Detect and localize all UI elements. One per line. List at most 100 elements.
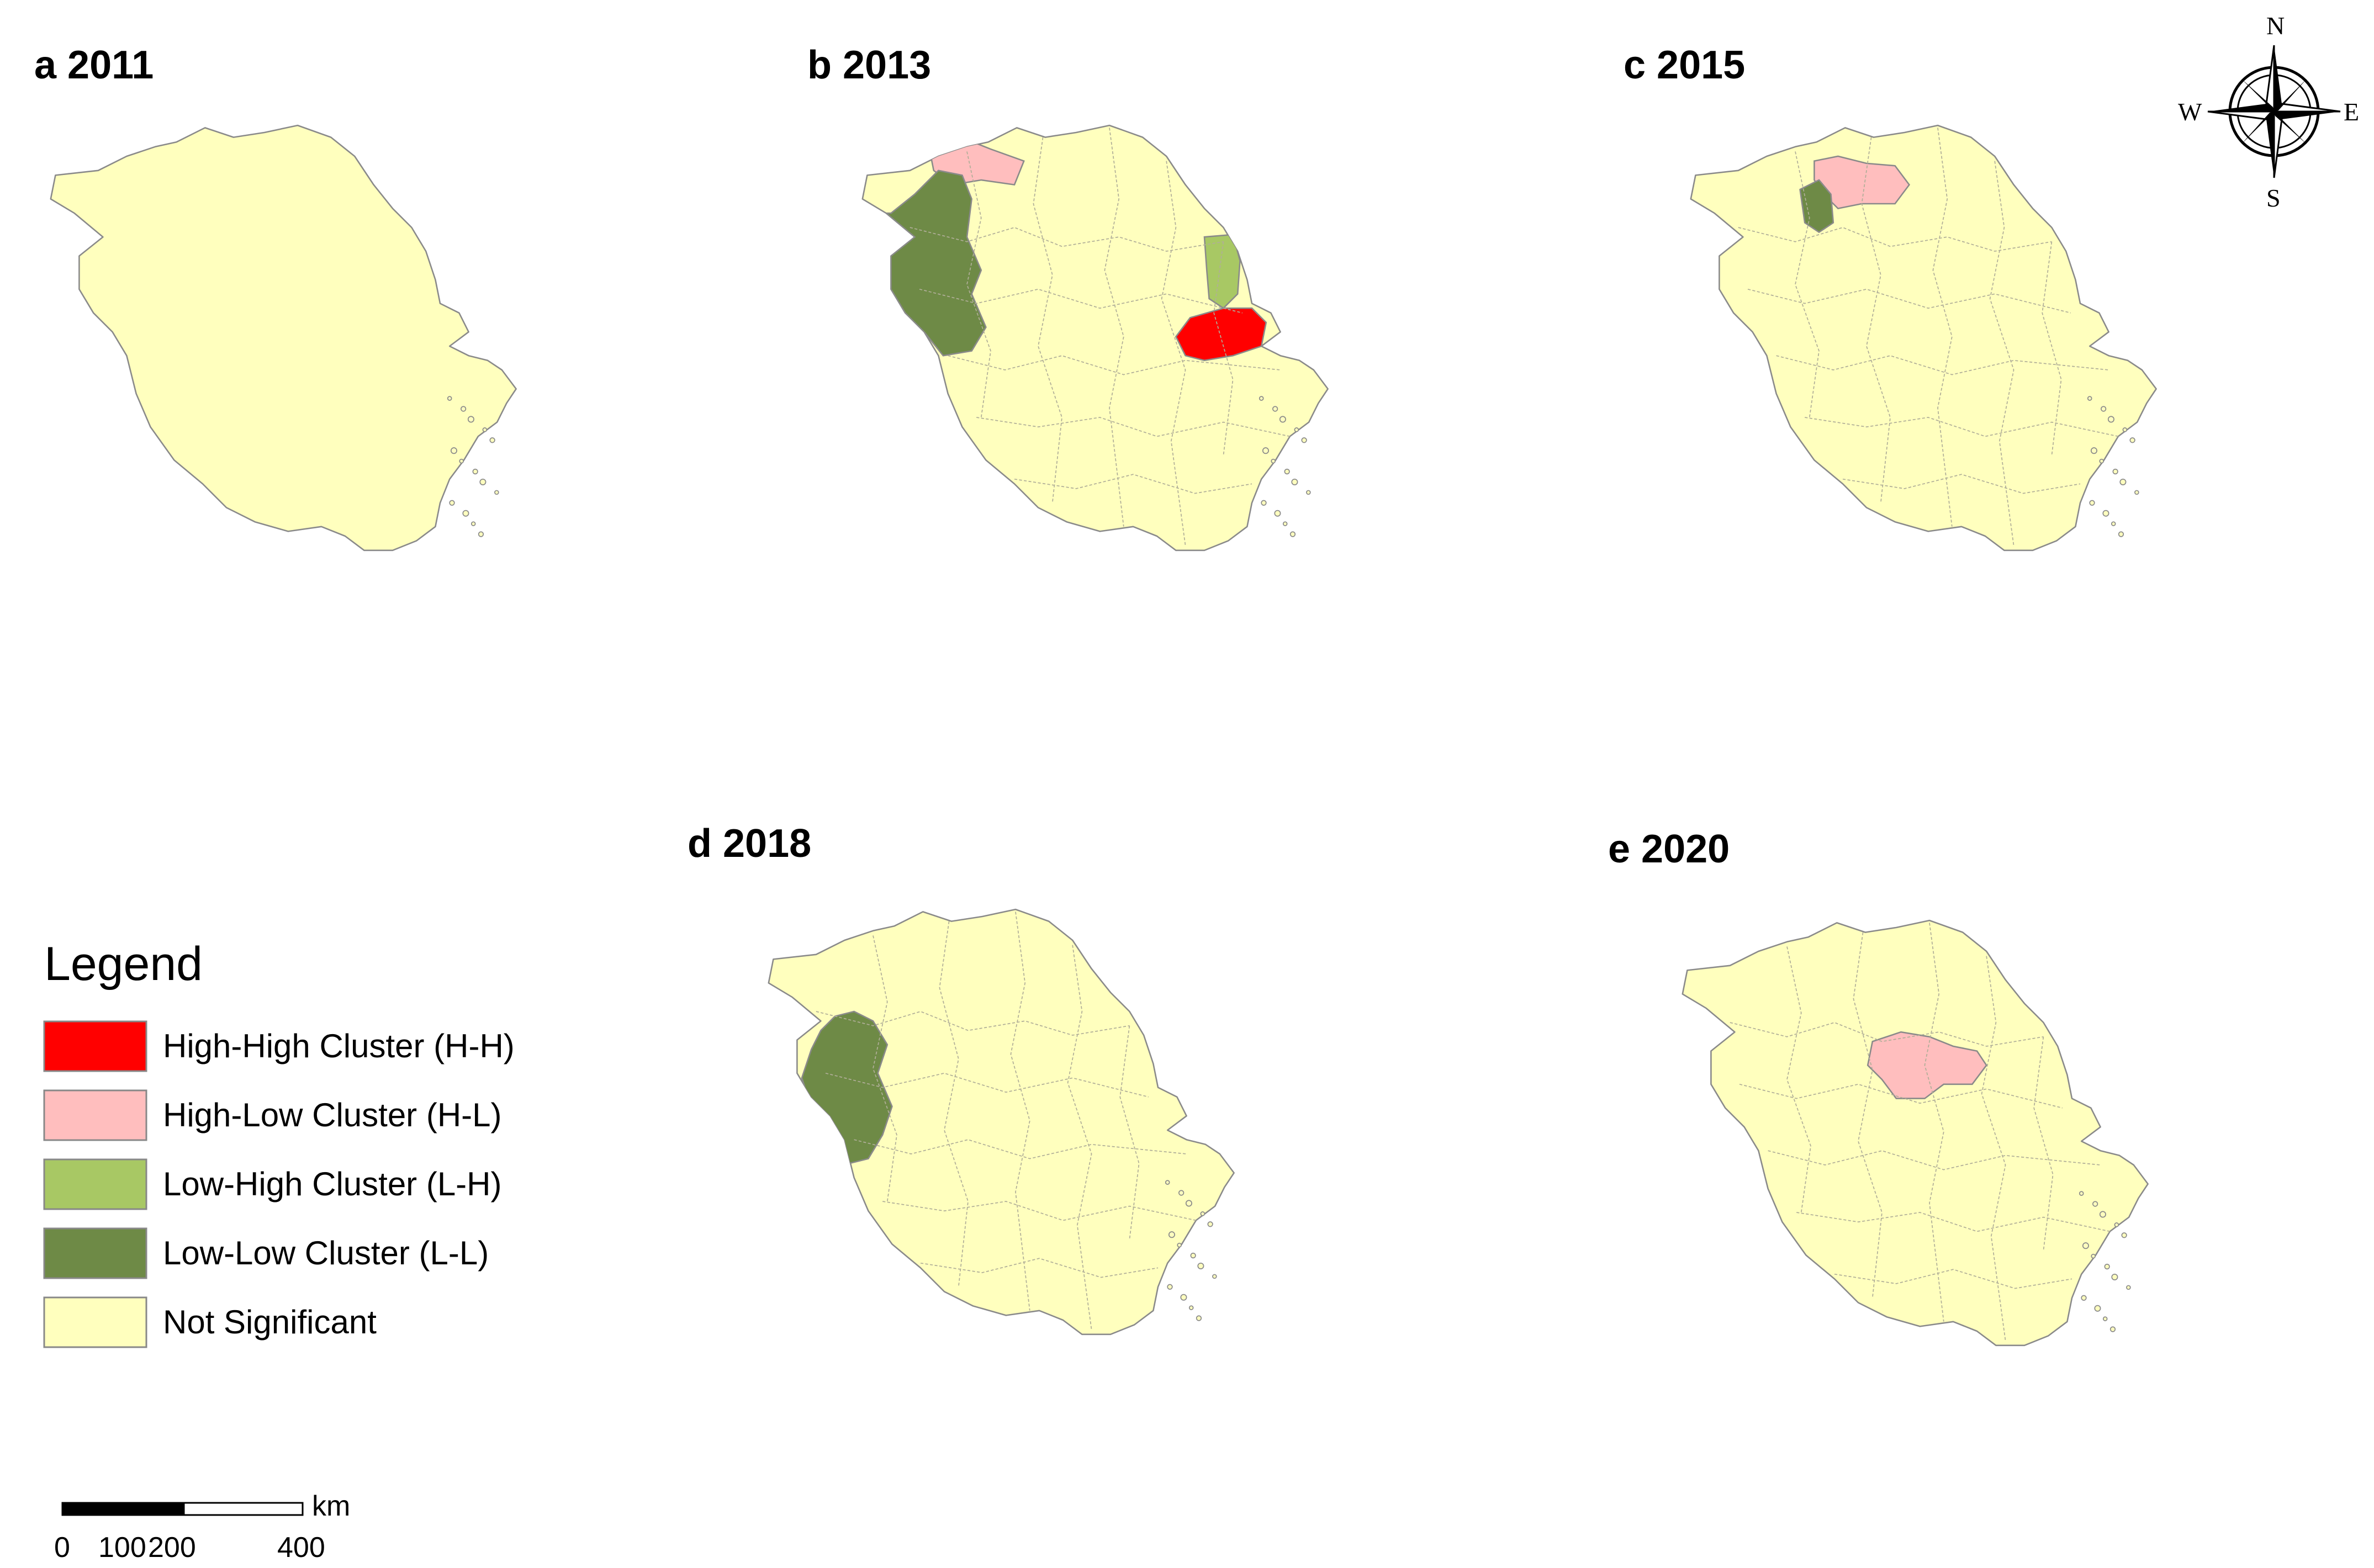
- island-marker: [2091, 1253, 2096, 1259]
- city-boundary-line: [1738, 227, 2052, 252]
- island-marker: [1289, 531, 1296, 537]
- legend-swatch-low-high: [43, 1158, 147, 1210]
- legend-label-low-low: Low-Low Cluster (L-L): [163, 1235, 489, 1272]
- legend-swatch-high-high: [43, 1020, 147, 1072]
- map-panel-c: [1690, 124, 2157, 552]
- island-marker: [494, 490, 499, 495]
- city-boundary-line: [816, 1011, 1130, 1036]
- island-marker: [1274, 510, 1281, 517]
- city-boundary-line: [920, 1258, 1159, 1278]
- island-marker: [2090, 447, 2097, 454]
- scale-tick-400: 400: [277, 1532, 325, 1564]
- island-marker: [1262, 447, 1269, 454]
- island-marker: [467, 416, 474, 423]
- city-boundary-line: [948, 355, 1281, 375]
- study-area-c: [1690, 124, 2157, 552]
- legend-swatch-not-significant: [43, 1296, 147, 1348]
- island-marker: [1279, 416, 1286, 423]
- city-boundary-line: [910, 227, 1224, 252]
- compass-ne-arm: [2274, 78, 2307, 112]
- city-boundary-line: [1924, 923, 1944, 1322]
- island-marker: [1282, 521, 1288, 526]
- cluster-region-low-low-c: [1799, 179, 1834, 234]
- scale-bar-unit: km: [312, 1490, 350, 1522]
- island-marker: [478, 531, 484, 537]
- island-marker: [1272, 406, 1278, 412]
- city-boundary-line: [1861, 137, 1891, 503]
- panel-title-e: e 2020: [1608, 827, 1730, 871]
- island-marker: [2100, 406, 2107, 412]
- legend-label-not-significant: Not Significant: [163, 1304, 377, 1341]
- island-marker: [2107, 416, 2114, 423]
- island-marker: [2081, 1295, 2087, 1301]
- island-marker: [1167, 1284, 1173, 1290]
- study-area-a: [50, 124, 517, 552]
- city-boundary-line: [1932, 128, 1953, 527]
- city-boundary-line: [1795, 151, 1820, 418]
- legend: Legend High-High Cluster (H-H) High-Low …: [43, 937, 515, 1348]
- city-boundary-line: [1768, 1150, 2101, 1170]
- legend-swatch-low-low: [43, 1227, 147, 1279]
- city-boundary-line: [1033, 137, 1062, 503]
- scale-tick-0: 0: [54, 1532, 70, 1564]
- island-marker: [2118, 531, 2124, 537]
- city-boundaries-d: [816, 912, 1196, 1330]
- legend-label-high-high: High-High Cluster (H-H): [163, 1027, 515, 1064]
- cluster-region-high-high-b: [1175, 307, 1267, 362]
- island-marker: [2082, 1242, 2089, 1249]
- city-boundary-line: [1989, 161, 2015, 546]
- study-area-e: [1682, 919, 2149, 1347]
- city-boundary-line: [1730, 1022, 2044, 1047]
- island-marker: [2089, 500, 2095, 506]
- city-boundary-line: [1853, 932, 1883, 1298]
- panel-title-c: c 2015: [1624, 43, 1745, 87]
- scale-bar: km 0 100 200 400: [54, 1490, 350, 1564]
- island-marker: [479, 478, 487, 485]
- city-boundary-line: [1747, 288, 2071, 314]
- island-marker: [2111, 1273, 2118, 1280]
- city-boundary-line: [1161, 161, 1186, 546]
- island-marker: [1165, 1180, 1170, 1185]
- legend-label-high-low: High-Low Cluster (H-L): [163, 1096, 501, 1133]
- map-panel-a: [50, 124, 517, 552]
- island-marker: [1188, 1305, 1194, 1310]
- island-marker: [1212, 1274, 1217, 1279]
- cluster-region-high-low-e: [1867, 1031, 1987, 1099]
- scale-tick-100: 100: [98, 1532, 146, 1564]
- island-marker: [2087, 396, 2092, 401]
- compass-label-w: W: [2178, 98, 2202, 126]
- island-marker: [2094, 1305, 2101, 1312]
- city-boundary-line: [2033, 1036, 2054, 1251]
- island-marker: [462, 510, 469, 517]
- island-marker: [1259, 396, 1264, 401]
- city-boundaries-e: [1730, 923, 2110, 1341]
- island-marker: [2102, 510, 2109, 517]
- scale-tick-200: 200: [148, 1532, 196, 1564]
- island-marker: [2099, 458, 2105, 464]
- city-boundary-line: [1213, 241, 1234, 455]
- island-marker: [1301, 437, 1307, 443]
- city-boundaries-b: [910, 128, 1290, 546]
- compass-label-s: S: [2266, 184, 2281, 212]
- island-marker: [2111, 521, 2116, 526]
- scale-bar-segment-filled: [61, 1502, 185, 1516]
- compass-west-arm-dark: [2208, 104, 2274, 112]
- city-boundary-line: [1104, 128, 1124, 527]
- island-marker: [2119, 478, 2127, 485]
- city-boundary-line: [825, 1072, 1149, 1098]
- island-marker: [459, 458, 464, 464]
- island-marker: [1197, 1262, 1204, 1269]
- island-marker: [2129, 437, 2135, 443]
- island-marker: [2079, 1191, 2084, 1196]
- island-marker: [449, 500, 455, 506]
- city-boundaries-c: [1738, 128, 2118, 546]
- island-marker: [470, 521, 476, 526]
- island-marker: [1177, 1242, 1182, 1248]
- island-marker: [1294, 427, 1299, 432]
- city-boundary-line: [1786, 946, 1811, 1213]
- city-boundary-line: [873, 935, 897, 1202]
- city-boundary-line: [1067, 945, 1092, 1330]
- island-marker: [482, 427, 488, 432]
- island-marker: [1207, 1221, 1213, 1227]
- compass-label-n: N: [2266, 12, 2285, 40]
